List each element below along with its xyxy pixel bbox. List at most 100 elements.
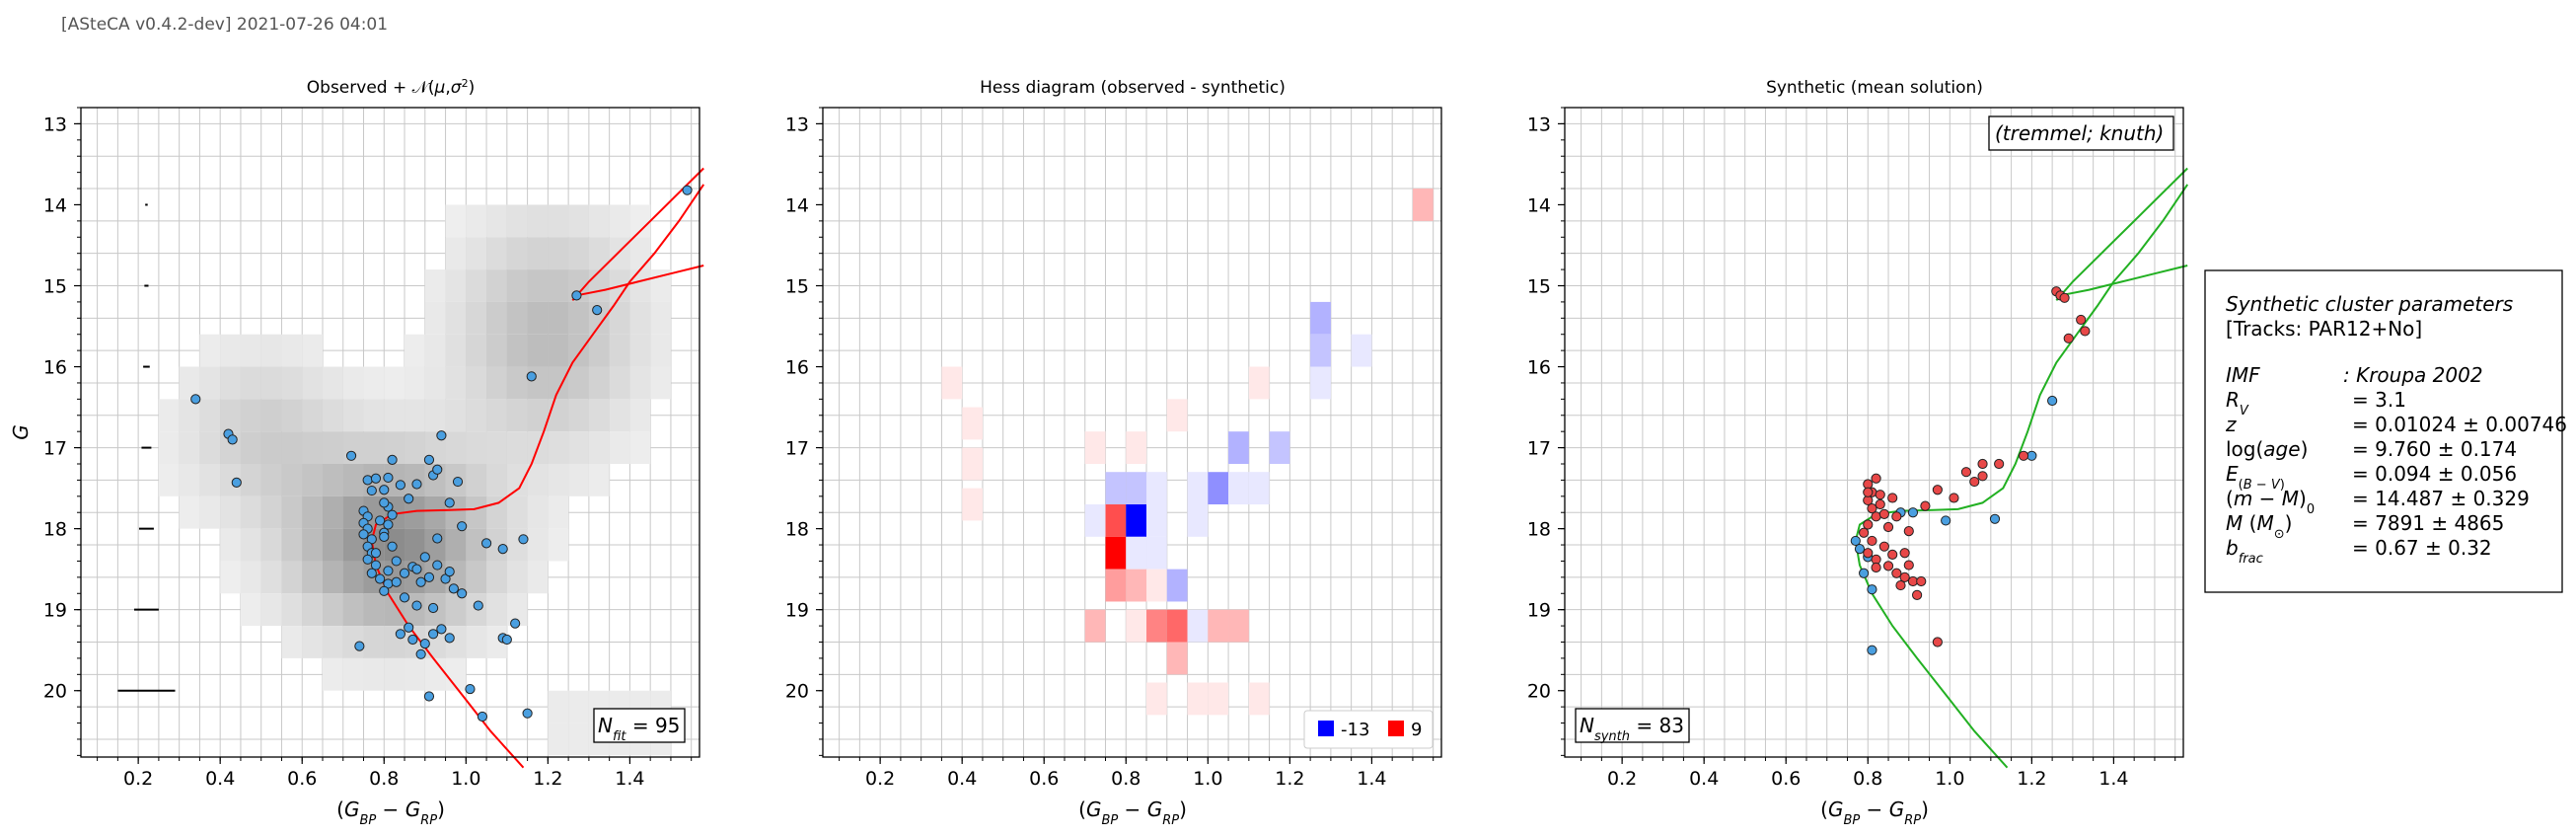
density-cell	[322, 431, 343, 464]
density-cell	[588, 399, 610, 432]
synthetic-binary-star	[1932, 637, 1943, 647]
density-cell	[342, 657, 364, 691]
density-cell	[363, 657, 385, 691]
density-cell	[609, 431, 630, 464]
params-box: Synthetic cluster parameters [Tracks: PA…	[2204, 269, 2567, 593]
density-cell	[240, 593, 261, 627]
hess-cell	[1166, 642, 1188, 675]
density-cell	[466, 463, 487, 496]
density-cell	[220, 399, 241, 432]
density-cell	[609, 237, 630, 270]
hess-cell	[1146, 609, 1167, 643]
density-cell	[322, 593, 343, 627]
y-tick-label: 20	[1527, 681, 1551, 703]
density-cell	[445, 237, 467, 270]
params-tracks: [Tracks: PAR12+No]	[2226, 317, 2422, 341]
density-cell	[424, 301, 446, 335]
synthetic-binary-star	[1863, 548, 1874, 559]
panel-hess: Hess diagram (observed - synthetic) 0.2 0…	[785, 78, 1442, 828]
density-cell	[548, 237, 569, 270]
observed-star	[571, 290, 582, 301]
hess-cell	[1208, 682, 1229, 716]
hess-cell	[1105, 536, 1127, 570]
nfit-box	[593, 708, 686, 743]
density-cell	[527, 204, 549, 238]
density-cell	[240, 495, 261, 529]
observed-star	[457, 588, 468, 599]
density-cell	[302, 366, 323, 400]
x-tick-label: 1.4	[615, 768, 644, 790]
density-cell	[179, 495, 200, 529]
observed-star	[362, 475, 373, 486]
synthetic-binary-star	[1960, 467, 1972, 478]
param-value: = 0.094 ± 0.056	[2352, 462, 2517, 486]
density-cell	[568, 690, 589, 723]
param-label-rv: RV	[2226, 388, 2249, 418]
hess-cell	[962, 407, 983, 440]
hess-cell	[1105, 569, 1127, 602]
synthetic-binary-star	[1891, 511, 1902, 522]
synthetic-binary-star	[1875, 490, 1885, 500]
method-box	[1988, 115, 2174, 151]
density-cell	[322, 528, 343, 562]
observed-star	[358, 529, 369, 540]
grid-synthetic	[1565, 108, 2183, 757]
observed-star	[411, 600, 422, 611]
synthetic-single-star	[1907, 507, 1919, 518]
y-tick-label: 16	[785, 357, 809, 379]
density-cell	[548, 528, 569, 562]
density-cell	[548, 690, 569, 723]
density-cell	[342, 399, 364, 432]
observed-star	[415, 576, 426, 587]
observed-star	[375, 515, 386, 526]
param-value: : Kroupa 2002	[2343, 363, 2483, 387]
observed-star	[436, 430, 447, 441]
hess-cell	[1105, 504, 1127, 537]
density-cell	[445, 657, 467, 691]
density-cell	[302, 334, 323, 367]
hess-cell	[1146, 472, 1167, 505]
isochrone-observed-binary	[571, 167, 704, 301]
density-cell	[179, 366, 200, 400]
density-cell	[260, 334, 282, 367]
density-cell	[568, 723, 589, 756]
hess-cells	[941, 189, 1434, 716]
observed-star	[383, 566, 394, 576]
density-cell	[486, 593, 507, 627]
density-cell	[629, 399, 651, 432]
density-cell	[260, 431, 282, 464]
density-cell	[548, 495, 569, 529]
observed-star	[379, 497, 390, 508]
observed-star	[444, 567, 455, 577]
density-cell	[609, 399, 630, 432]
density-cell	[281, 366, 303, 400]
density-cell	[302, 463, 323, 496]
density-cell	[158, 399, 180, 432]
hess-cell	[1412, 189, 1434, 221]
density-cell	[588, 431, 610, 464]
observed-star	[399, 568, 410, 578]
density-cell	[342, 528, 364, 562]
density-cell	[506, 593, 528, 627]
hess-cell	[1228, 431, 1249, 464]
density-cell	[568, 463, 589, 496]
observed-star	[411, 479, 422, 490]
y-tick-label: 17	[43, 438, 67, 460]
y-tick-label: 14	[1527, 194, 1551, 216]
frame-synthetic	[1564, 107, 2184, 758]
density-cell	[445, 204, 467, 238]
density-cell	[506, 366, 528, 400]
density-cell	[363, 626, 385, 658]
density-cell	[445, 399, 467, 432]
observed-star	[190, 394, 201, 405]
hess-cell	[1146, 682, 1167, 716]
param-label-imf: IMF	[2226, 363, 2260, 387]
density-cell	[568, 431, 589, 464]
density-cell	[629, 431, 651, 464]
density-cell	[568, 399, 589, 432]
density-cell	[240, 431, 261, 464]
density-cell	[527, 237, 549, 270]
density-cell	[466, 626, 487, 658]
density-cell	[405, 431, 425, 464]
